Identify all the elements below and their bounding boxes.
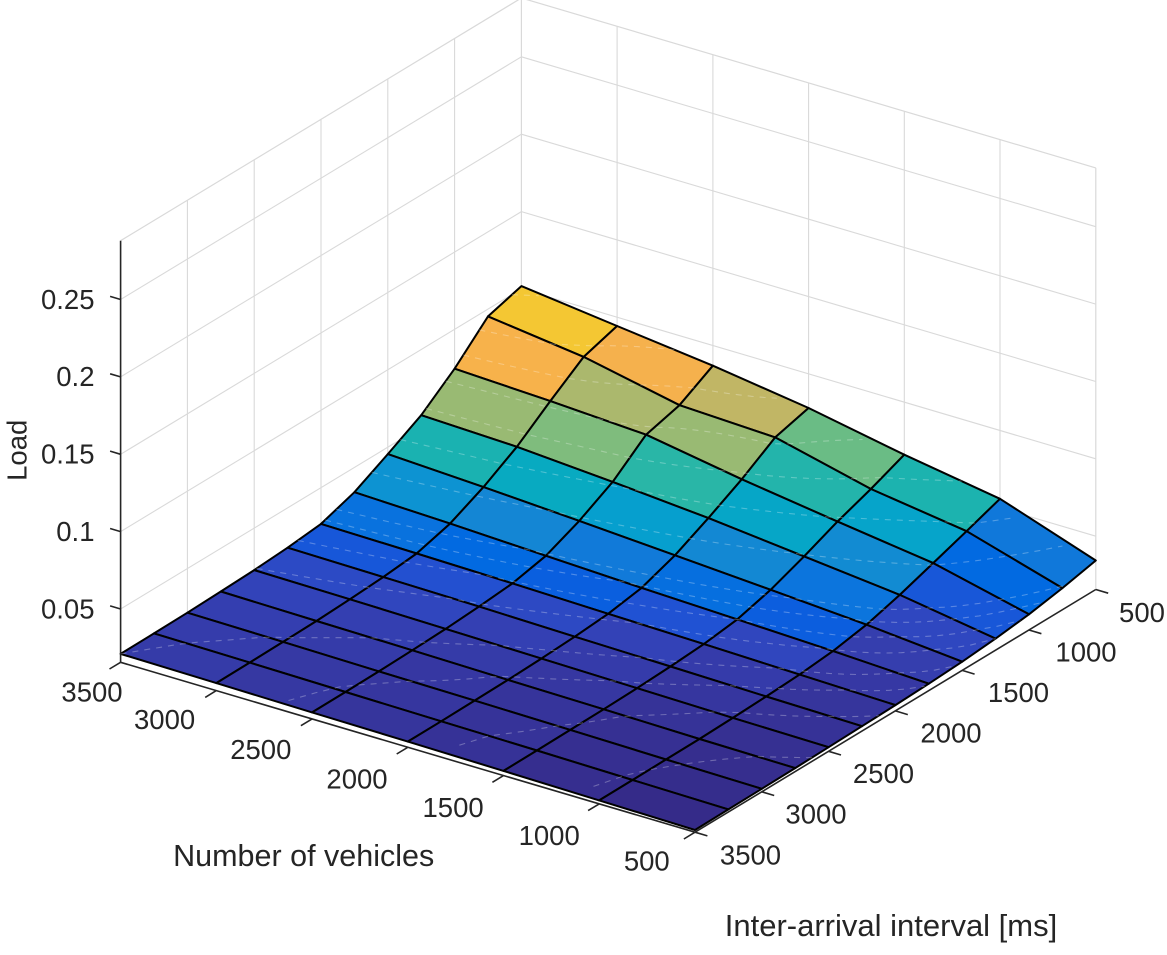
svg-text:0.1: 0.1 — [56, 516, 94, 547]
svg-text:Number of vehicles: Number of vehicles — [173, 839, 434, 873]
svg-text:0.2: 0.2 — [56, 361, 94, 392]
svg-text:1000: 1000 — [1055, 636, 1116, 667]
svg-text:500: 500 — [624, 846, 670, 877]
svg-text:3000: 3000 — [134, 704, 195, 735]
svg-text:3500: 3500 — [61, 676, 122, 707]
svg-text:0.15: 0.15 — [41, 439, 95, 470]
svg-text:500: 500 — [1119, 597, 1165, 628]
svg-text:0.25: 0.25 — [41, 284, 95, 315]
svg-text:2500: 2500 — [853, 758, 914, 789]
svg-text:2500: 2500 — [230, 734, 291, 765]
svg-text:Inter-arrival interval [ms]: Inter-arrival interval [ms] — [725, 908, 1057, 943]
svg-text:Load: Load — [2, 420, 33, 481]
svg-text:1500: 1500 — [988, 677, 1049, 708]
svg-text:2000: 2000 — [326, 764, 387, 795]
svg-text:1000: 1000 — [519, 820, 580, 851]
svg-text:1500: 1500 — [423, 792, 484, 823]
svg-text:3500: 3500 — [720, 839, 781, 870]
svg-text:3000: 3000 — [785, 798, 846, 829]
svg-text:2000: 2000 — [920, 717, 981, 748]
svg-text:0.05: 0.05 — [41, 593, 95, 624]
